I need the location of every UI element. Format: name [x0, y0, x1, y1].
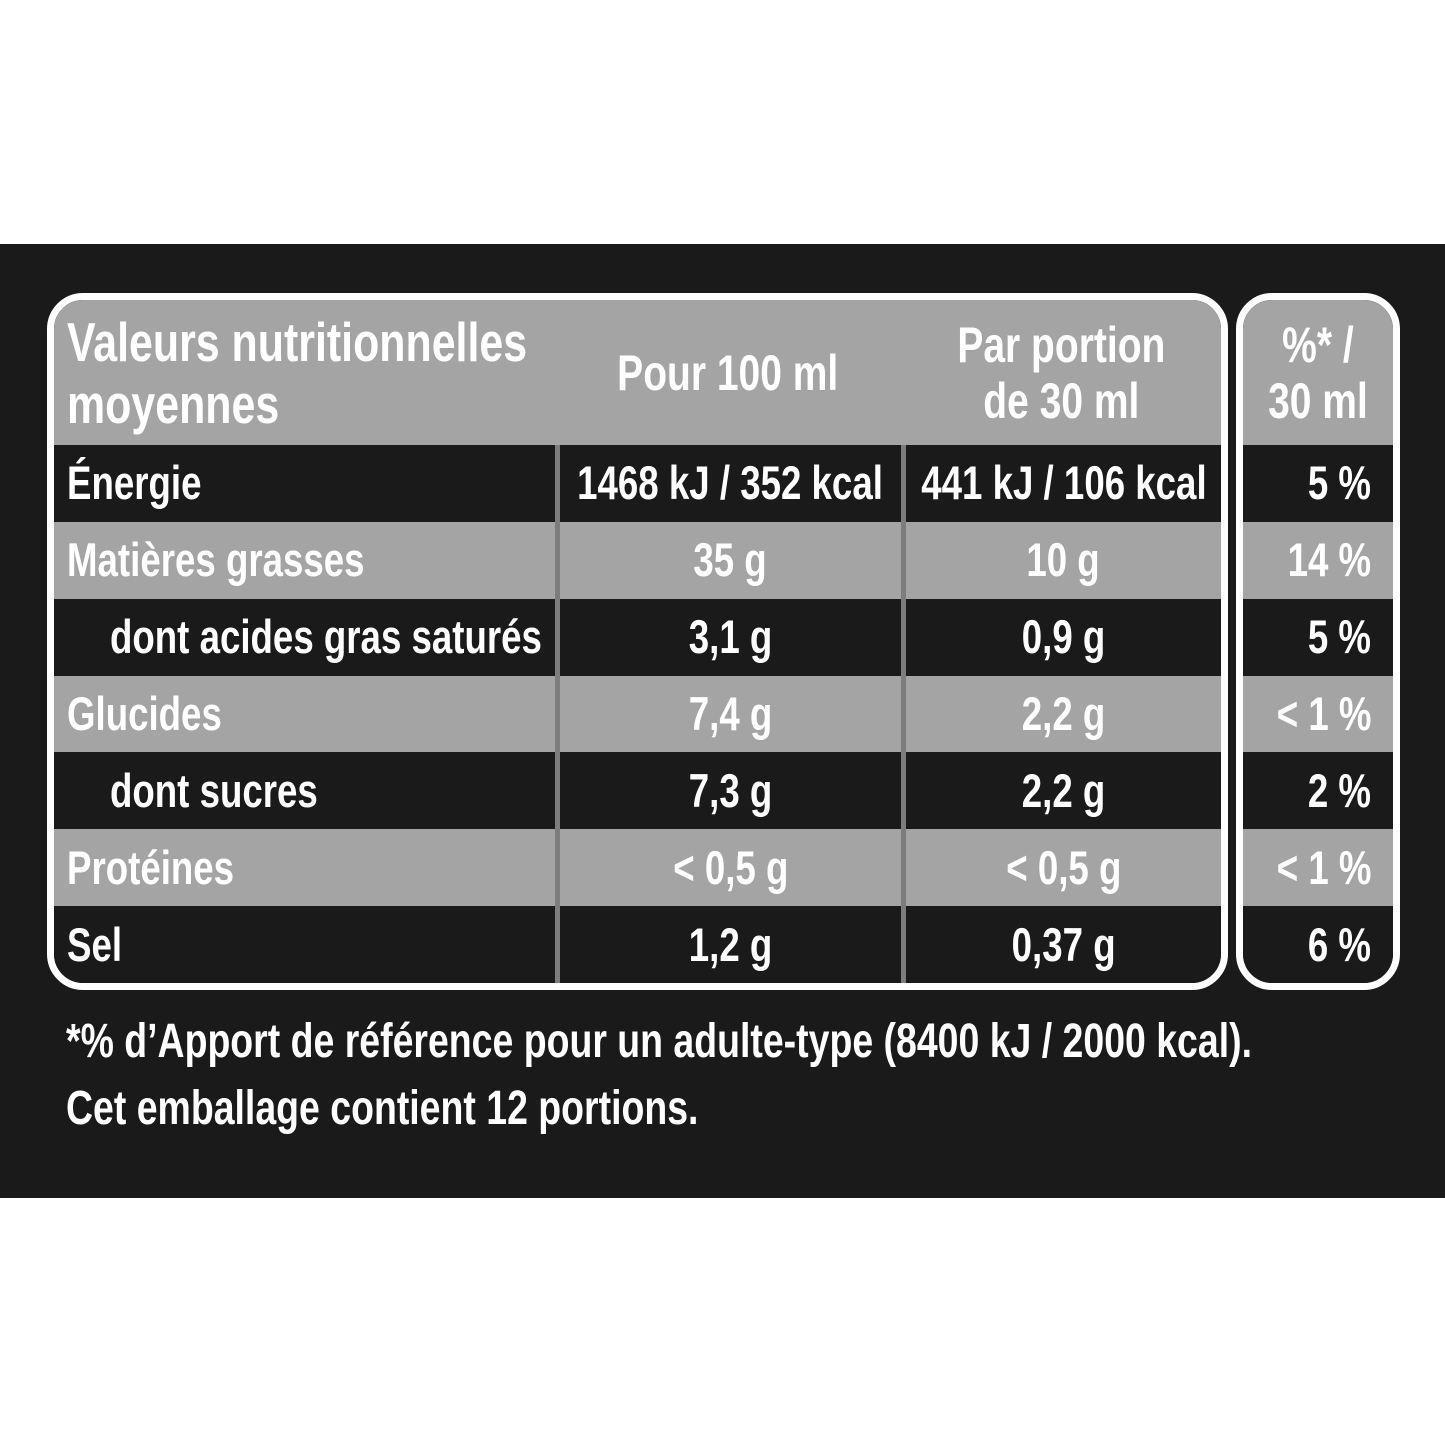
table-row-sel: Sel 1,2 g 0,37 g — [54, 906, 1221, 983]
value-per100: 1,2 g — [688, 917, 773, 971]
table-row-proteines: Protéines < 0,5 g < 0,5 g — [54, 829, 1221, 907]
pct-value: 6 % — [1307, 917, 1371, 971]
pct-value: < 1 % — [1276, 840, 1371, 894]
row-label: Sel — [67, 917, 123, 971]
value-portion: 441 kJ / 106 kcal — [920, 456, 1207, 510]
reference-footnote: *% d’Apport de référence pour un adulte-… — [66, 1008, 1445, 1142]
daily-reference-table: %* / 30 ml 5 % 14 % 5 % < 1 % 2 % < 1 % … — [1236, 293, 1400, 990]
header-cell-title: Valeurs nutritionnelles moyennes — [54, 300, 555, 445]
pct-value: 5 % — [1307, 610, 1371, 664]
pct-value: 14 % — [1287, 533, 1371, 587]
header-per100-label: Pour 100 ml — [617, 344, 839, 401]
nutrition-table: Valeurs nutritionnelles moyennes Pour 10… — [47, 293, 1228, 990]
value-per100: 3,1 g — [688, 610, 773, 664]
value-per100: < 0,5 g — [672, 840, 789, 894]
table-title-line2: moyennes — [67, 372, 280, 435]
table-header-row: Valeurs nutritionnelles moyennes Pour 10… — [54, 300, 1221, 445]
value-portion: < 0,5 g — [1005, 840, 1122, 894]
table-title-line1: Valeurs nutritionnelles — [67, 310, 528, 373]
value-portion: 0,37 g — [1011, 917, 1116, 971]
pct-header-row: %* / 30 ml — [1243, 300, 1393, 445]
header-portion-line1: Par portion — [956, 316, 1166, 373]
value-per100: 7,4 g — [688, 687, 773, 740]
row-label: Énergie — [67, 456, 202, 510]
table-row-glucides: Glucides 7,4 g 2,2 g — [54, 675, 1221, 753]
value-per100: 1468 kJ / 352 kcal — [577, 456, 884, 510]
pct-row-acides-gras-satures: 5 % — [1243, 598, 1393, 676]
pct-value: < 1 % — [1276, 687, 1371, 740]
row-label: Protéines — [67, 840, 235, 894]
pct-row-matieres-grasses: 14 % — [1243, 521, 1393, 599]
pct-row-glucides: < 1 % — [1243, 675, 1393, 753]
header-portion-line2: de 30 ml — [982, 372, 1140, 429]
table-row-sucres: dont sucres 7,3 g 2,2 g — [54, 752, 1221, 830]
row-label: dont acides gras saturés — [110, 610, 542, 664]
pct-header-line1: %* / — [1282, 316, 1354, 373]
header-portion-label: Par portion de 30 ml — [957, 317, 1165, 429]
value-portion: 0,9 g — [1021, 610, 1106, 664]
pct-row-sel: 6 % — [1243, 906, 1393, 983]
row-label: Matières grasses — [67, 533, 365, 587]
pct-row-sucres: 2 % — [1243, 752, 1393, 830]
table-title: Valeurs nutritionnelles moyennes — [67, 311, 527, 435]
value-portion: 2,2 g — [1021, 687, 1106, 740]
footnote-line2: Cet emballage contient 12 portions. — [66, 1082, 699, 1135]
header-cell-portion: Par portion de 30 ml — [901, 300, 1221, 445]
table-row-energie: Énergie 1468 kJ / 352 kcal 441 kJ / 106 … — [54, 445, 1221, 522]
table-row-matieres-grasses: Matières grasses 35 g 10 g — [54, 521, 1221, 599]
pct-value: 2 % — [1307, 763, 1371, 817]
row-label: Glucides — [67, 687, 222, 740]
value-per100: 7,3 g — [688, 763, 773, 817]
nutrition-label-panel: Valeurs nutritionnelles moyennes Pour 10… — [0, 244, 1445, 1198]
pct-row-energie: 5 % — [1243, 445, 1393, 522]
pct-row-proteines: < 1 % — [1243, 829, 1393, 907]
pct-header-label: %* / 30 ml — [1268, 317, 1368, 429]
pct-value: 5 % — [1307, 456, 1371, 510]
value-portion: 10 g — [1026, 533, 1101, 587]
table-row-acides-gras-satures: dont acides gras saturés 3,1 g 0,9 g — [54, 598, 1221, 676]
value-per100: 35 g — [693, 533, 768, 587]
pct-header-line2: 30 ml — [1268, 372, 1368, 429]
row-label: dont sucres — [110, 763, 318, 817]
footnote-line1: *% d’Apport de référence pour un adulte-… — [66, 1015, 1252, 1068]
value-portion: 2,2 g — [1021, 763, 1106, 817]
header-cell-per100: Pour 100 ml — [555, 300, 901, 445]
